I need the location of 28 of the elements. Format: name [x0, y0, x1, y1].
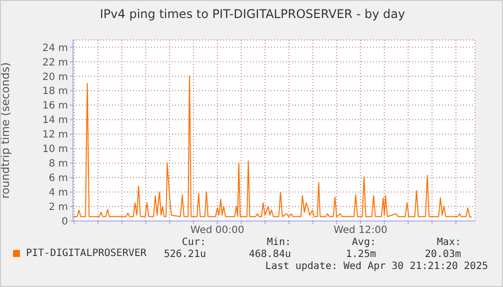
y-tick-label: 6 m: [48, 173, 68, 184]
text: Max:: [436, 237, 461, 248]
text: 468.84u: [248, 249, 291, 260]
text: Min:: [266, 237, 291, 248]
y-tick-label: 8 m: [48, 158, 68, 170]
line-series: [73, 76, 472, 218]
text: 20.03m: [424, 249, 461, 260]
x-tick-label: Wed 12:00: [334, 225, 388, 236]
legend-label: PIT-DIGITALPROSERVER: [25, 248, 146, 259]
y-tick-label: 22 m: [42, 57, 68, 68]
text: Last update: Wed Apr 30 21:21:20 2025: [265, 261, 488, 272]
chart-title: IPv4 ping times to PIT-DIGITALPROSERVER - by day: [98, 7, 406, 21]
y-tick-label: 14 m: [42, 115, 68, 126]
y-tick-label: 12 m: [42, 130, 68, 141]
y-axis-title: roundtrip time (seconds): [0, 62, 12, 199]
text: Avg:: [350, 237, 376, 248]
y-tick-label: 4 m: [48, 188, 68, 199]
y-tick-label: 18 m: [42, 86, 68, 98]
text: 1.25m: [344, 249, 376, 260]
x-tick-label: Wed 00:00: [190, 225, 244, 236]
y-tick-label: 2 m: [48, 202, 68, 214]
y-tick-label: 10 m: [42, 144, 68, 156]
text: 526.21u: [164, 249, 206, 260]
y-tick-label: 16 m: [42, 100, 68, 112]
y-tick-label: 0: [62, 216, 68, 228]
y-tick-label: 24 m: [42, 42, 68, 54]
text: Cur:: [180, 237, 206, 248]
y-tick-label: 20 m: [42, 72, 68, 83]
